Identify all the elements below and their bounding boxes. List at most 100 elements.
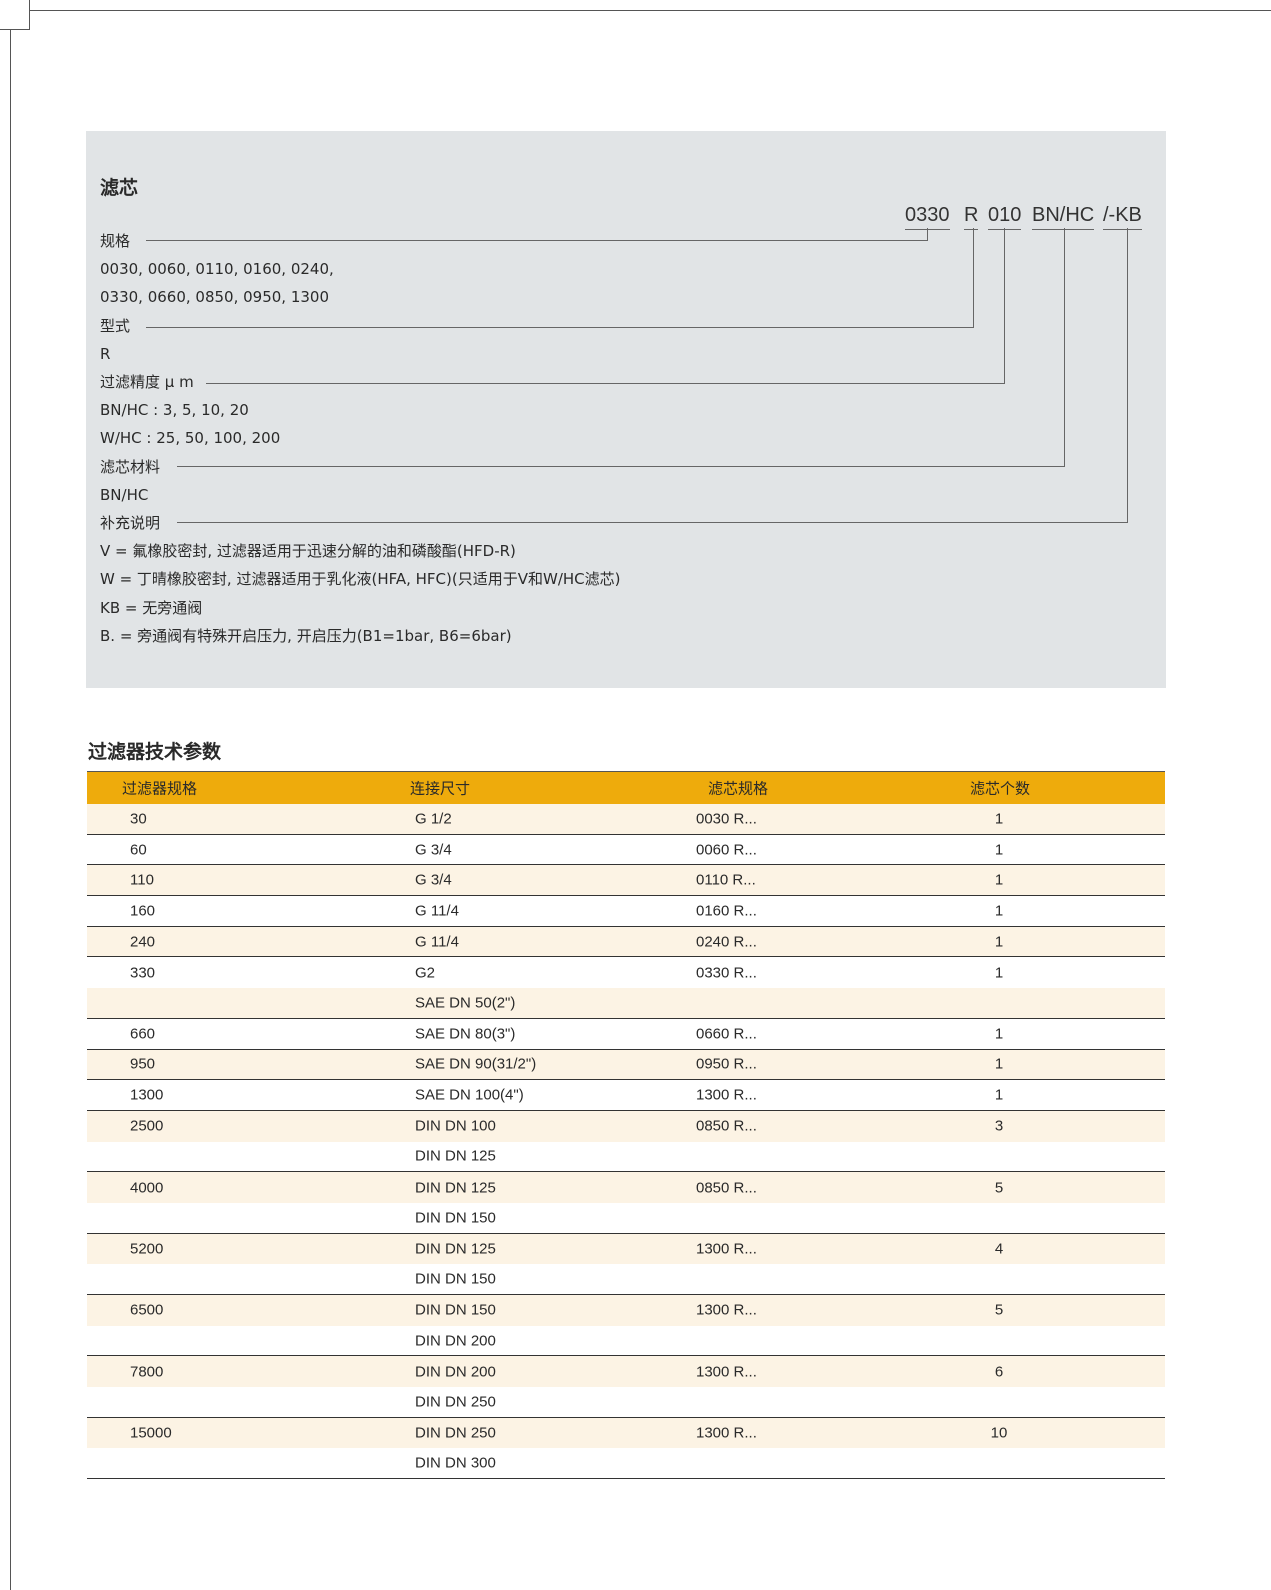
- cell-connection: G 3/4: [415, 841, 452, 859]
- spec-line: 型式: [100, 316, 131, 335]
- table-row: 30 G 1/2 0030 R... 1: [87, 804, 1165, 835]
- cell-filter-size: 30: [130, 810, 147, 828]
- crop-mark: [29, 0, 30, 30]
- cell-element-count: 6: [994, 1363, 1004, 1381]
- cell-connection: DIN DN 250: [415, 1424, 496, 1442]
- leader-line: [1127, 228, 1128, 523]
- cell-element-count: 5: [994, 1301, 1004, 1319]
- spec-line: W = 丁晴橡胶密封, 过滤器适用于乳化液(HFA, HFC)(只适用于V和W/…: [100, 570, 621, 589]
- cell-element: 1300 R...: [696, 1301, 757, 1319]
- leader-line: [146, 240, 927, 241]
- table-row: 330 G2 0330 R... 1: [87, 957, 1165, 988]
- header-element-count: 滤芯个数: [970, 779, 1031, 798]
- cell-filter-size: 240: [130, 933, 156, 951]
- cell-connection: SAE DN 80(3"): [415, 1025, 516, 1043]
- code-type: R: [964, 204, 979, 230]
- leader-line: [177, 466, 1064, 467]
- code-size: 0330: [905, 204, 950, 230]
- spec-line: KB = 无旁通阀: [100, 598, 203, 617]
- spec-title: 滤芯: [100, 177, 139, 199]
- cell-element-count: 1: [994, 1086, 1004, 1104]
- spec-line: 过滤精度 μ m: [100, 373, 194, 391]
- table-header: 过滤器规格 连接尺寸 滤芯规格 滤芯个数: [87, 771, 1165, 804]
- cell-element-count: 1: [994, 902, 1004, 920]
- spec-line: R: [100, 344, 111, 363]
- cell-filter-size: 5200: [130, 1240, 164, 1258]
- leader-line: [206, 383, 1004, 384]
- cell-filter-size: 15000: [130, 1424, 172, 1442]
- table-row: 5200 DIN DN 125 1300 R... 4: [87, 1233, 1165, 1265]
- cell-connection: G 11/4: [415, 933, 459, 951]
- cell-connection: DIN DN 125: [415, 1147, 496, 1165]
- spec-line: 0330, 0660, 0850, 0950, 1300: [100, 288, 330, 307]
- cell-connection: DIN DN 125: [415, 1240, 496, 1258]
- table-row: 60 G 3/4 0060 R... 1: [87, 835, 1165, 866]
- cell-element: 0850 R...: [696, 1179, 757, 1197]
- cell-filter-size: 330: [130, 964, 156, 982]
- cell-filter-size: 7800: [130, 1363, 164, 1381]
- cell-element-count: 1: [994, 810, 1004, 828]
- cell-filter-size: 2500: [130, 1117, 164, 1135]
- cell-connection: G 3/4: [415, 871, 452, 889]
- cell-connection: DIN DN 150: [415, 1301, 496, 1319]
- spec-line: BN/HC : 3, 5, 10, 20: [100, 401, 249, 420]
- table-row: 660 SAE DN 80(3") 0660 R... 1: [87, 1019, 1165, 1050]
- table-row: 2500 DIN DN 100 0850 R... 3: [87, 1110, 1165, 1142]
- cell-element-count: 5: [994, 1179, 1004, 1197]
- table-row: 160 G 11/4 0160 R... 1: [87, 896, 1165, 927]
- cell-element-count: 4: [994, 1240, 1004, 1258]
- cell-element: 0060 R...: [696, 841, 757, 859]
- cell-connection: DIN DN 200: [415, 1363, 496, 1381]
- spec-line: 补充说明: [100, 514, 161, 532]
- cell-filter-size: 160: [130, 902, 156, 920]
- cell-filter-size: 660: [130, 1025, 156, 1043]
- code-material: BN/HC: [1032, 204, 1095, 230]
- spec-line: W/HC : 25, 50, 100, 200: [100, 429, 281, 448]
- table-row: DIN DN 300: [87, 1448, 1165, 1480]
- cell-filter-size: 950: [130, 1055, 156, 1073]
- cell-element: 0660 R...: [696, 1025, 757, 1043]
- cell-connection: G 1/2: [415, 810, 452, 828]
- leader-line: [1004, 228, 1005, 384]
- table-row: 4000 DIN DN 125 0850 R... 5: [87, 1172, 1165, 1203]
- filter-element-spec-panel: 滤芯 0330 R 010 BN/HC /-KB 规格 0030, 0060, 0…: [86, 131, 1166, 688]
- trim-line: [29, 10, 1271, 11]
- cell-element: 1300 R...: [696, 1363, 757, 1381]
- cell-connection: DIN DN 125: [415, 1179, 496, 1197]
- code-rating: 010: [988, 204, 1022, 230]
- cell-filter-size: 110: [130, 871, 154, 889]
- spec-line: B. = 旁通阀有特殊开启压力, 开启压力(B1=1bar, B6=6bar): [100, 626, 512, 645]
- table-row: 1300 SAE DN 100(4") 1300 R... 1: [87, 1080, 1165, 1111]
- cell-connection: DIN DN 150: [415, 1209, 496, 1227]
- trim-line: [10, 29, 11, 1590]
- table-row: 15000 DIN DN 250 1300 R... 10: [87, 1417, 1165, 1449]
- table-row: DIN DN 125: [87, 1142, 1165, 1173]
- cell-connection: DIN DN 100: [415, 1117, 496, 1135]
- cell-element-count: 1: [994, 1025, 1004, 1043]
- cell-element: 0160 R...: [696, 902, 757, 920]
- cell-element-count: 3: [994, 1117, 1004, 1135]
- header-connection: 连接尺寸: [410, 779, 471, 798]
- cell-connection: SAE DN 50(2"): [415, 994, 516, 1012]
- cell-element-count: 1: [994, 841, 1004, 859]
- spec-line: 规格: [100, 232, 131, 250]
- cell-element: 0850 R...: [696, 1117, 757, 1135]
- table-row: 6500 DIN DN 150 1300 R... 5: [87, 1295, 1165, 1326]
- cell-element-count: 1: [994, 964, 1004, 982]
- table-row: DIN DN 250: [87, 1387, 1165, 1418]
- cell-connection: SAE DN 90(31/2"): [415, 1055, 537, 1073]
- cell-element-count: 10: [990, 1424, 1008, 1442]
- spec-line: BN/HC: [100, 485, 149, 504]
- crop-mark: [0, 29, 30, 30]
- table-row: 110 G 3/4 0110 R... 1: [87, 865, 1165, 897]
- leader-line: [973, 228, 974, 328]
- spec-line: V = 氟橡胶密封, 过滤器适用于迅速分解的油和磷酸酯(HFD-R): [100, 542, 516, 561]
- cell-connection: SAE DN 100(4"): [415, 1086, 524, 1104]
- leader-line: [927, 228, 928, 241]
- header-element: 滤芯规格: [708, 779, 769, 798]
- cell-element: 1300 R...: [696, 1424, 757, 1442]
- table-row: SAE DN 50(2"): [87, 988, 1165, 1019]
- cell-connection: DIN DN 250: [415, 1393, 496, 1411]
- cell-filter-size: 6500: [130, 1301, 164, 1319]
